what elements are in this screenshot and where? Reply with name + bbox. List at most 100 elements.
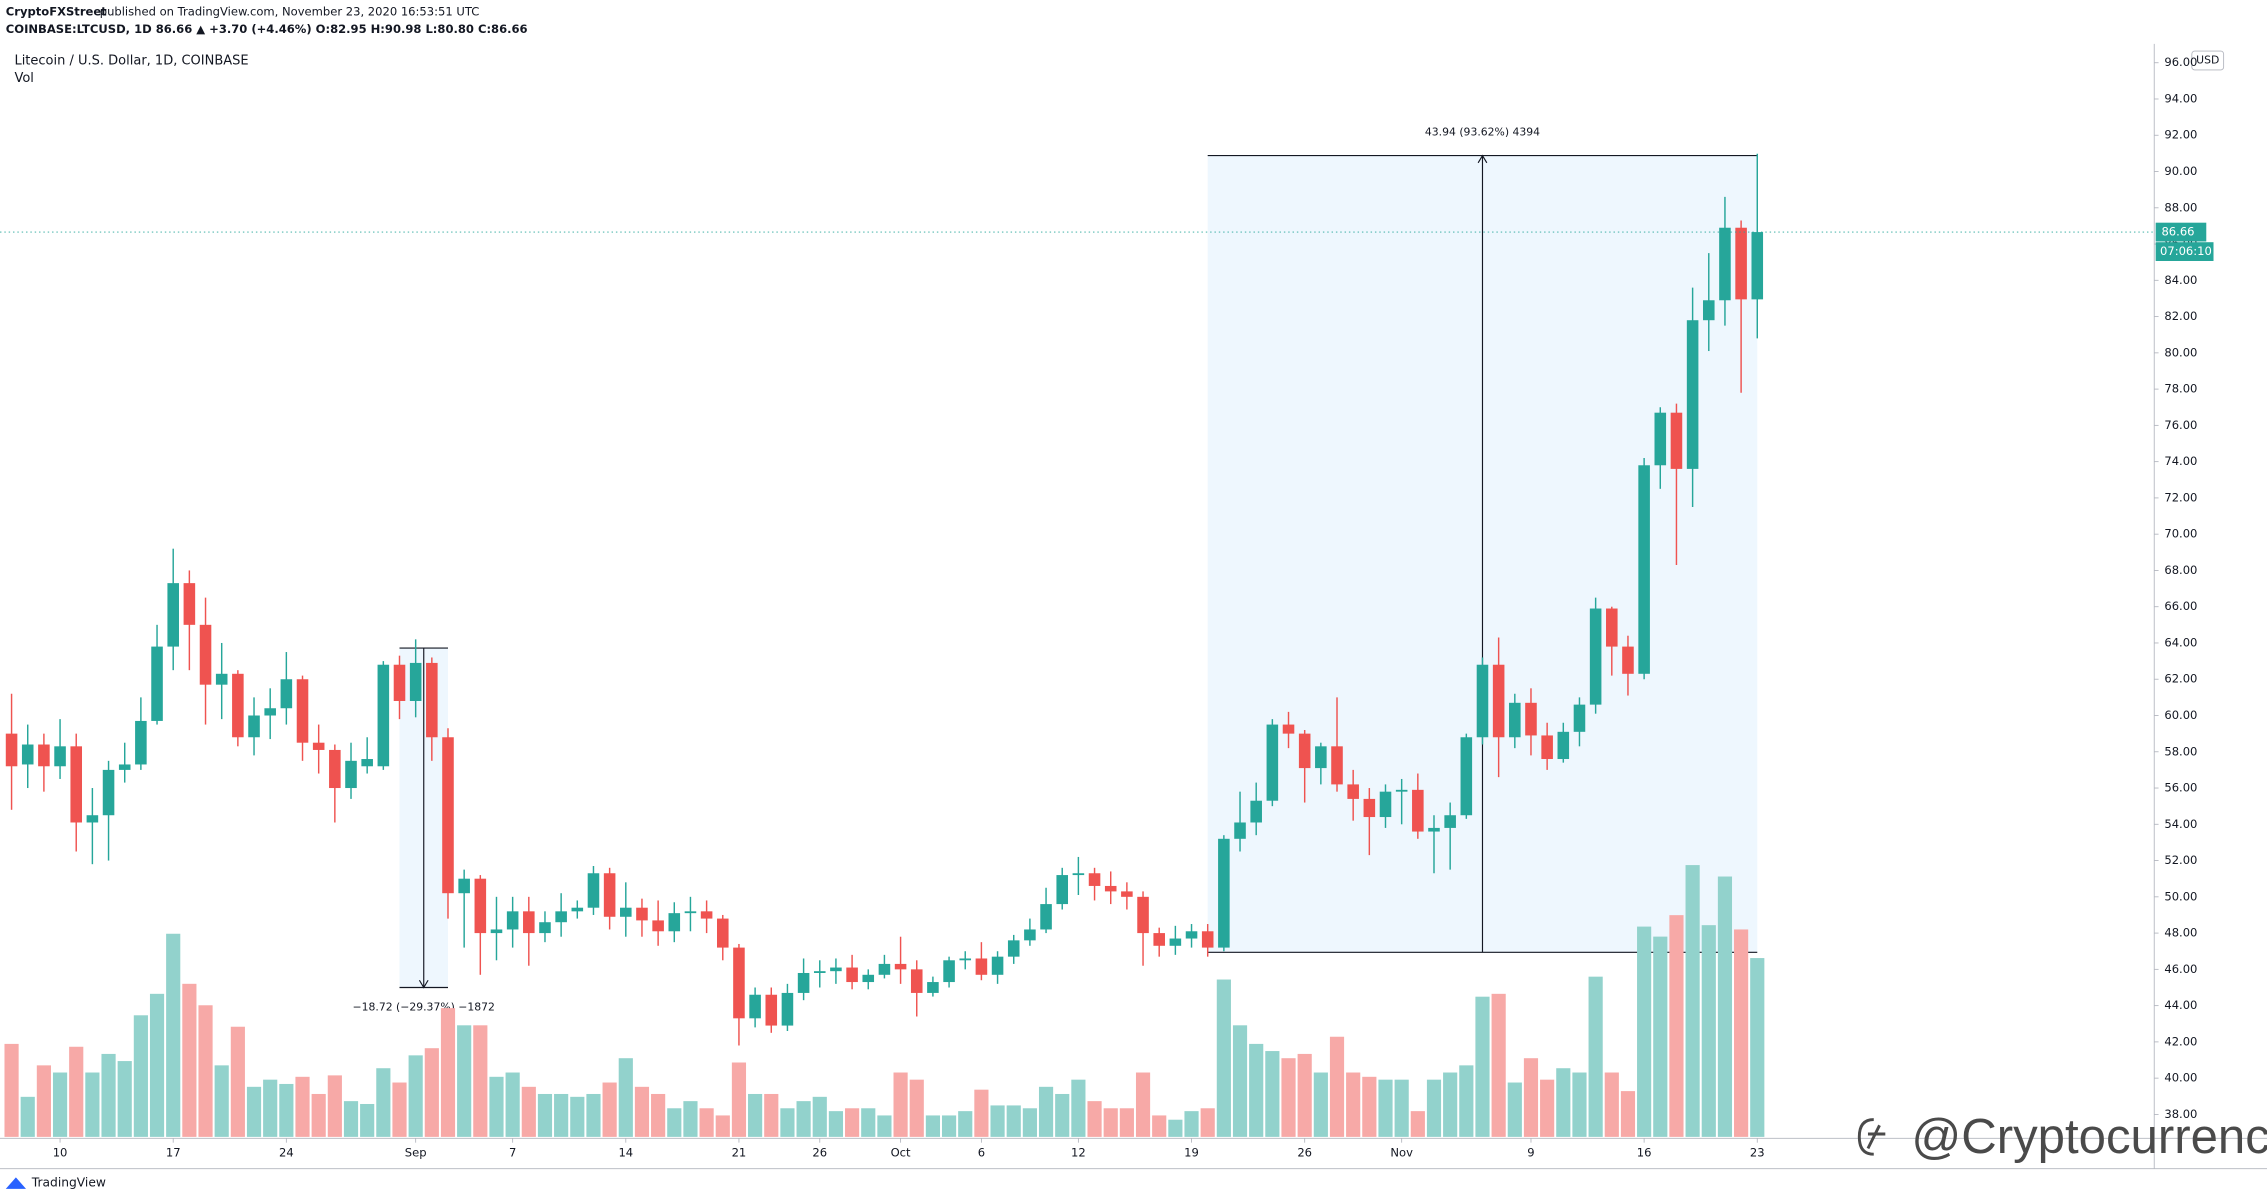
volume-bar <box>1022 1108 1037 1137</box>
y-tick-label: 76.00 <box>2164 418 2197 432</box>
candle-body <box>1541 735 1553 760</box>
volume-bar <box>1378 1079 1393 1137</box>
volume-bar <box>1394 1079 1409 1137</box>
candle-body <box>1670 412 1683 469</box>
x-tick-label: Sep <box>405 1145 427 1159</box>
volume-bar <box>20 1096 35 1137</box>
candle-body <box>393 664 406 701</box>
candle-body <box>1007 940 1020 957</box>
currency-box <box>2191 50 2225 71</box>
candle-body <box>668 913 681 932</box>
candle-body <box>587 873 600 908</box>
measure-label: 43.94 (93.62%) 4394 <box>1425 125 1540 138</box>
x-tick-label: 24 <box>279 1145 294 1159</box>
legend-title: Litecoin / U.S. Dollar, 1D, COINBASE <box>14 54 248 69</box>
y-tick-label: 46.00 <box>2164 962 2197 976</box>
volume-bar <box>1038 1086 1054 1137</box>
candle-body <box>5 733 18 767</box>
volume-bar <box>974 1089 989 1137</box>
volume-bar <box>1507 1082 1522 1137</box>
candle-body <box>215 673 228 685</box>
volume-bar <box>133 1015 148 1137</box>
volume-bar <box>796 1101 811 1137</box>
candle-body <box>652 920 664 932</box>
candle-body <box>458 878 470 894</box>
volume-bar <box>731 1062 747 1137</box>
volume-bar <box>1750 958 1765 1137</box>
candle-body <box>1460 737 1473 816</box>
candle-body <box>781 992 794 1026</box>
y-tick-label: 62.00 <box>2164 672 2197 686</box>
y-tick-label: 92.00 <box>2164 128 2197 142</box>
candle-body <box>813 971 826 973</box>
candle-body <box>1250 800 1262 823</box>
candle-body <box>1735 227 1747 300</box>
x-tick-label: Nov <box>1390 1145 1413 1159</box>
volume-bar <box>505 1072 520 1137</box>
volume-bar <box>893 1072 908 1137</box>
volume-bar <box>1540 1079 1555 1137</box>
volume-bar <box>1103 1108 1118 1137</box>
candle-body <box>1492 664 1505 738</box>
volume-bar <box>990 1105 1005 1137</box>
candle-body <box>1686 320 1699 469</box>
candle-body <box>1185 931 1198 939</box>
y-tick-label: 94.00 <box>2164 91 2197 105</box>
volume-bar <box>1685 865 1700 1137</box>
candle-body <box>361 759 373 767</box>
candle-body <box>927 982 939 993</box>
x-tick-label: 9 <box>1527 1145 1534 1159</box>
candle-body <box>910 969 923 993</box>
candle-body <box>1201 931 1214 948</box>
volume-bar <box>69 1046 84 1137</box>
candle-body <box>135 720 147 765</box>
candle-body <box>21 744 34 765</box>
candle-body <box>846 967 858 983</box>
volume-bar <box>1329 1036 1345 1137</box>
candle-body <box>151 646 163 721</box>
candle-body <box>1573 704 1586 732</box>
candle-body <box>571 907 584 912</box>
candle-body <box>409 662 422 701</box>
candle-body <box>1056 875 1069 905</box>
volume-bar <box>1572 1072 1587 1137</box>
volume-bar <box>602 1082 617 1137</box>
candle-body <box>1024 929 1036 941</box>
volume-bar <box>715 1115 730 1137</box>
candle-body <box>1088 873 1101 886</box>
candle-body <box>975 958 988 975</box>
y-tick-label: 58.00 <box>2164 744 2197 758</box>
volume-bar <box>683 1101 698 1137</box>
y-tick-label: 74.00 <box>2164 454 2197 468</box>
countdown-label: 07:06:10 <box>2160 244 2212 258</box>
volume-bar <box>1604 1072 1619 1137</box>
volume-bar <box>618 1058 633 1137</box>
candle-body <box>716 918 729 948</box>
volume-bar <box>473 1025 488 1137</box>
candle-body <box>54 746 66 767</box>
volume-bar <box>1459 1065 1474 1137</box>
candle-body <box>1719 227 1731 301</box>
measure-arrowhead <box>1477 154 1488 164</box>
candle-body <box>1363 798 1376 818</box>
volume-bar <box>1055 1093 1070 1137</box>
candle-body <box>733 947 745 1019</box>
y-tick-label: 48.00 <box>2164 926 2197 940</box>
volume-bar <box>667 1108 682 1137</box>
y-tick-label: 90.00 <box>2164 164 2197 178</box>
volume-bar <box>1556 1068 1571 1137</box>
y-tick-label: 54.00 <box>2164 817 2197 831</box>
candle-body <box>959 958 972 961</box>
price-tag-label: 86.66 <box>2161 225 2194 239</box>
candle-body <box>442 737 454 894</box>
volume-bar <box>1006 1105 1021 1137</box>
volume-bar <box>4 1043 19 1137</box>
candle-body <box>1638 465 1650 674</box>
volume-bar <box>1491 993 1506 1137</box>
x-tick-label: 10 <box>53 1145 68 1159</box>
candle-body <box>862 974 875 983</box>
candle-body <box>102 769 115 816</box>
candle-body <box>1702 300 1715 321</box>
candle-body <box>1331 746 1343 785</box>
